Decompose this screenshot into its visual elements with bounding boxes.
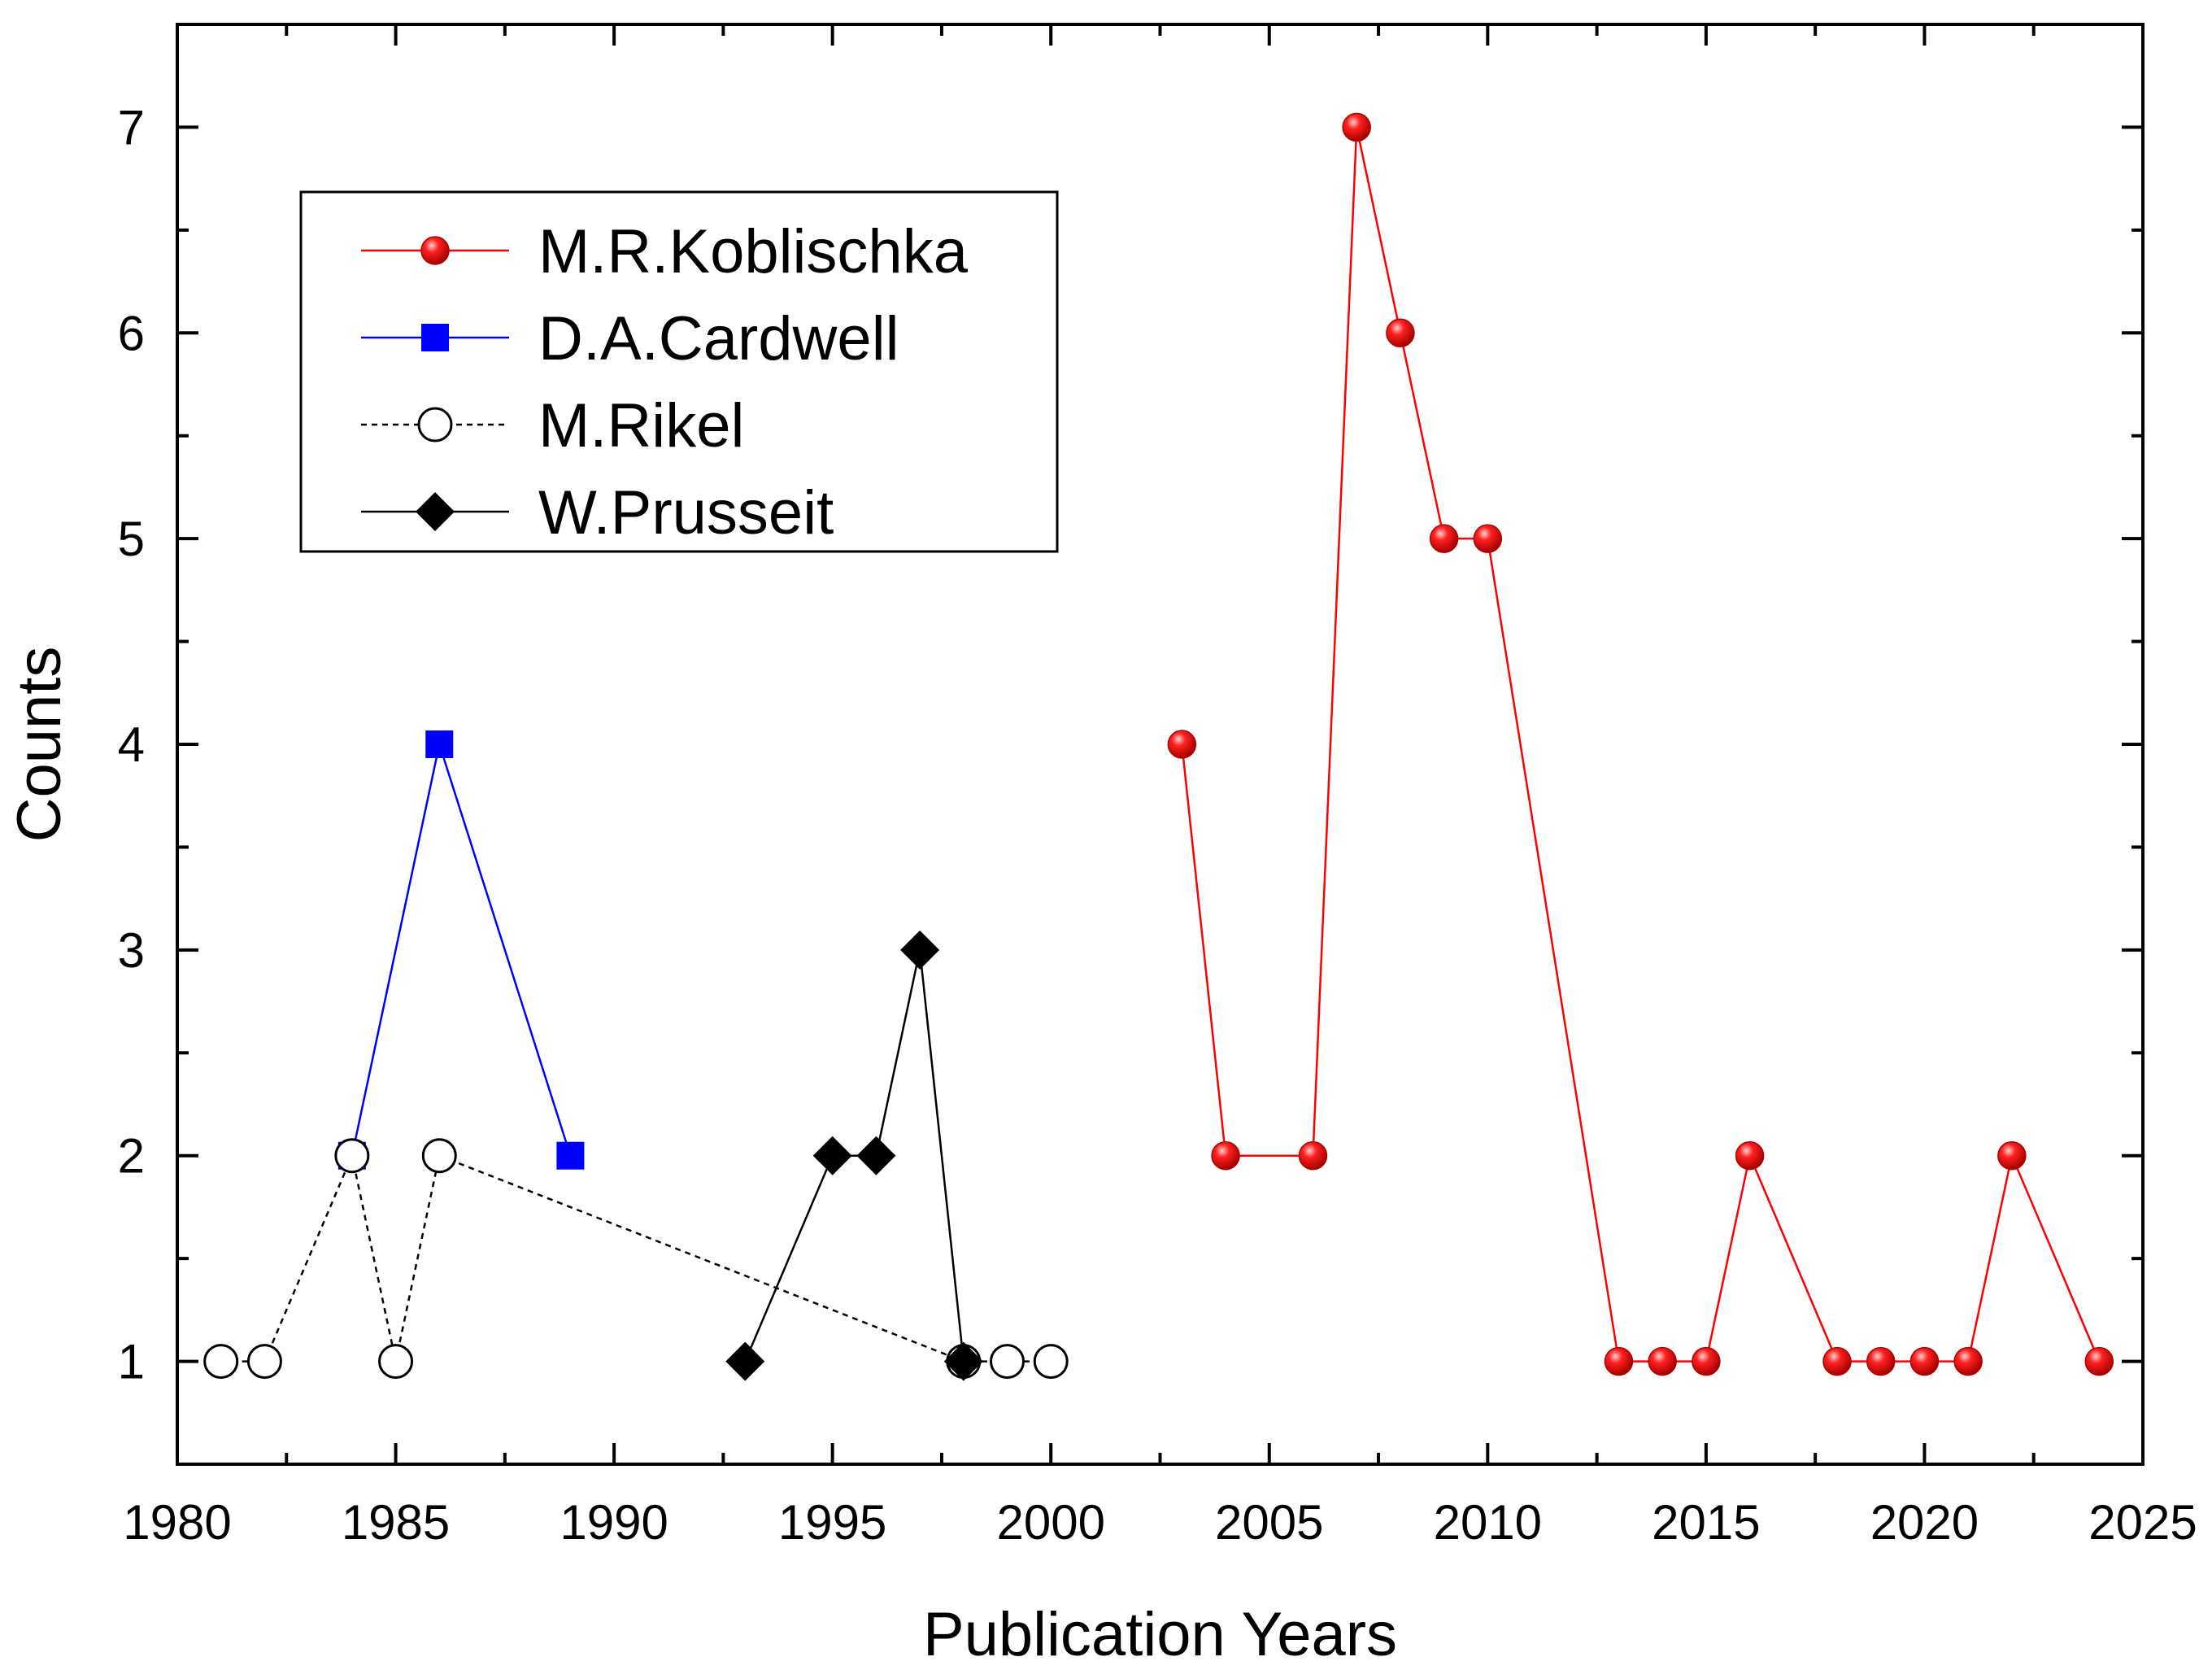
y-tick-label: 5 [118,512,145,566]
data-point-m-rikel [378,1344,414,1380]
series-markers [203,112,2114,1381]
axes: 1980 1985 1990 1995 2000 2005 2010 2015 2020 2025… [118,23,2197,1550]
data-point-m-rikel [203,1344,239,1380]
data-point-m-rikel [334,1138,370,1174]
data-point-m-r-koblischka [1822,1346,1852,1376]
data-point-w-prusseit [725,1341,765,1381]
data-point-m-r-koblischka [1167,730,1197,759]
y-tick-label: 1 [118,1335,145,1389]
data-point-m-r-koblischka [1211,1140,1240,1171]
y-tick-label: 3 [118,923,145,978]
legend-marker-w-prusseit [416,492,455,531]
x-tick-label: 2005 [1215,1495,1323,1550]
x-tick-label: 1990 [560,1495,668,1550]
data-point-m-r-koblischka [1692,1346,1721,1376]
x-tick-label: 2025 [2088,1495,2197,1550]
x-tick-label: 1985 [342,1495,450,1550]
data-point-m-r-koblischka [1909,1346,1940,1376]
data-point-m-r-koblischka [1473,524,1503,553]
data-point-w-prusseit [900,930,940,970]
data-point-m-rikel [990,1344,1025,1380]
data-point-m-r-koblischka [1386,318,1415,348]
data-point-m-r-koblischka [1866,1346,1896,1376]
data-point-m-r-koblischka [1648,1346,1677,1376]
legend-label-m-r-koblischka: M.R.Koblischka [538,217,969,286]
data-point-w-prusseit [943,1341,983,1381]
x-tick-label: 2000 [996,1495,1104,1550]
legend-marker-m-rikel [417,407,453,443]
series-line-d-a-cardwell [351,740,572,1157]
y-tick-label: 4 [118,717,145,772]
legend-label-m-rikel: M.Rikel [538,391,744,460]
data-point-m-r-koblischka [1298,1140,1328,1171]
x-tick-label: 2020 [1870,1495,1979,1550]
x-tick-label: 2015 [1652,1495,1760,1550]
data-point-d-a-cardwell [425,730,454,758]
legend-marker-m-r-koblischka [420,236,450,265]
y-tick-label: 6 [118,306,145,360]
data-point-m-rikel [421,1138,457,1174]
data-point-m-r-koblischka [1735,1140,1765,1171]
legend: M.R.Koblischka D.A.Cardwell M.Rikel W.Pruss… [299,190,1059,553]
series-line-m-rikel [220,1152,1052,1363]
legend-label-d-a-cardwell: D.A.Cardwell [538,304,899,373]
data-point-m-r-koblischka [1953,1346,1983,1376]
data-point-m-r-koblischka [2084,1346,2114,1376]
data-point-m-r-koblischka [1997,1140,2027,1171]
data-point-d-a-cardwell [556,1141,585,1170]
y-tick-label: 2 [118,1129,145,1184]
legend-label-w-prusseit: W.Prusseit [538,478,834,547]
data-point-m-r-koblischka [1429,524,1459,553]
data-point-w-prusseit [856,1136,896,1175]
legend-marker-d-a-cardwell [421,324,449,351]
data-point-w-prusseit [812,1136,852,1175]
series-line-w-prusseit [744,949,965,1363]
y-tick-label: 7 [118,100,145,155]
data-point-m-r-koblischka [1342,112,1371,142]
x-axis-title: Publication Years [923,1600,1397,1669]
data-point-m-rikel [246,1344,282,1380]
x-tick-label: 2010 [1434,1495,1542,1550]
x-tick-label: 1980 [123,1495,231,1550]
data-point-m-rikel [1033,1344,1069,1380]
series-line-m-r-koblischka [1181,127,2101,1363]
y-axis-title: Counts [5,647,74,843]
x-tick-label: 1995 [778,1495,886,1550]
data-point-m-r-koblischka [1604,1346,1634,1376]
